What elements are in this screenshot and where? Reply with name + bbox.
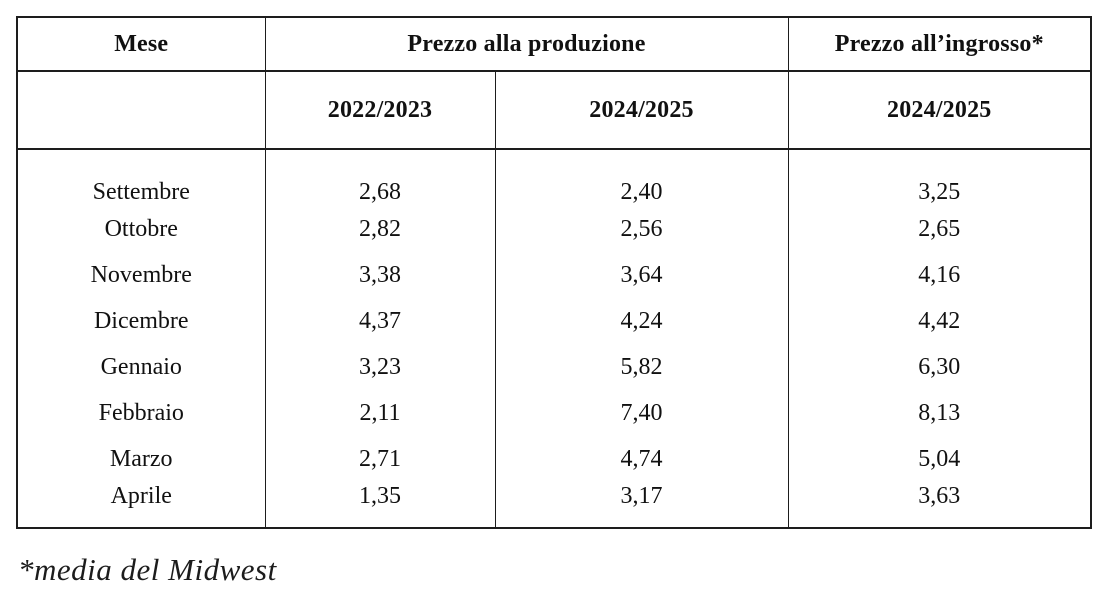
table-row: Febbraio 2,11 7,40 8,13 [16, 390, 1092, 436]
cell-ingrosso-2024-2025: 4,16 [787, 252, 1092, 298]
cell-prod-2022-2023: 1,35 [264, 482, 496, 528]
table-row: Ottobre 2,82 2,56 2,65 [16, 206, 1092, 252]
cell-mese: Marzo [16, 436, 266, 482]
cell-mese: Novembre [16, 252, 266, 298]
cell-prod-2024-2025: 4,74 [494, 436, 789, 482]
table-row: Marzo 2,71 4,74 5,04 [16, 436, 1092, 482]
header-mese: Mese [16, 17, 266, 72]
cell-prod-2022-2023: 2,71 [264, 436, 496, 482]
subheader-produzione-2024-2025: 2024/2025 [494, 71, 789, 150]
price-table: Mese Prezzo alla produzione Prezzo all’i… [16, 16, 1092, 529]
cell-ingrosso-2024-2025: 6,30 [787, 344, 1092, 390]
cell-ingrosso-2024-2025: 3,25 [787, 149, 1092, 206]
cell-mese: Dicembre [16, 298, 266, 344]
cell-ingrosso-2024-2025: 3,63 [787, 482, 1092, 528]
cell-prod-2022-2023: 4,37 [264, 298, 496, 344]
cell-mese: Settembre [16, 149, 266, 206]
cell-ingrosso-2024-2025: 8,13 [787, 390, 1092, 436]
cell-prod-2024-2025: 2,40 [494, 149, 789, 206]
table-row: Novembre 3,38 3,64 4,16 [16, 252, 1092, 298]
header-row-groups: Mese Prezzo alla produzione Prezzo all’i… [16, 17, 1092, 72]
subheader-produzione-2022-2023: 2022/2023 [264, 71, 496, 150]
cell-mese: Febbraio [16, 390, 266, 436]
cell-mese: Aprile [16, 482, 266, 528]
table-row: Gennaio 3,23 5,82 6,30 [16, 344, 1092, 390]
subheader-ingrosso-2024-2025: 2024/2025 [787, 71, 1092, 150]
cell-prod-2024-2025: 3,64 [494, 252, 789, 298]
cell-prod-2024-2025: 3,17 [494, 482, 789, 528]
cell-mese: Ottobre [16, 206, 266, 252]
table-row: Dicembre 4,37 4,24 4,42 [16, 298, 1092, 344]
cell-prod-2022-2023: 3,23 [264, 344, 496, 390]
footnote: *media del Midwest [18, 552, 277, 587]
cell-ingrosso-2024-2025: 4,42 [787, 298, 1092, 344]
cell-prod-2022-2023: 3,38 [264, 252, 496, 298]
cell-mese: Gennaio [16, 344, 266, 390]
cell-ingrosso-2024-2025: 5,04 [787, 436, 1092, 482]
table-row: Aprile 1,35 3,17 3,63 [16, 482, 1092, 528]
table-row: Settembre 2,68 2,40 3,25 [16, 149, 1092, 206]
cell-prod-2024-2025: 4,24 [494, 298, 789, 344]
header-prezzo-ingrosso: Prezzo all’ingrosso* [787, 17, 1092, 72]
header-row-seasons: 2022/2023 2024/2025 2024/2025 [16, 71, 1092, 150]
header-prezzo-produzione: Prezzo alla produzione [264, 17, 789, 72]
cell-prod-2022-2023: 2,68 [264, 149, 496, 206]
cell-prod-2024-2025: 2,56 [494, 206, 789, 252]
cell-ingrosso-2024-2025: 2,65 [787, 206, 1092, 252]
cell-prod-2022-2023: 2,82 [264, 206, 496, 252]
cell-prod-2022-2023: 2,11 [264, 390, 496, 436]
cell-prod-2024-2025: 7,40 [494, 390, 789, 436]
cell-prod-2024-2025: 5,82 [494, 344, 789, 390]
subheader-empty [16, 71, 266, 150]
